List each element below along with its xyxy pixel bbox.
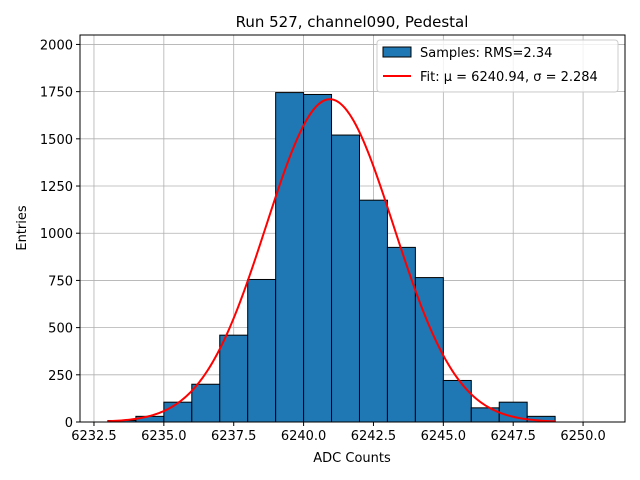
y-tick-label: 1250 xyxy=(40,180,73,195)
x-tick-label: 6247.5 xyxy=(490,429,536,444)
legend-label-samples: Samples: RMS=2.34 xyxy=(420,46,552,61)
y-tick-label: 2000 xyxy=(40,38,73,53)
chart-title: Run 527, channel090, Pedestal xyxy=(236,13,469,31)
legend-label-fit: Fit: μ = 6240.94, σ = 2.284 xyxy=(420,70,598,85)
plot-frame xyxy=(79,34,626,423)
histogram-bar xyxy=(247,278,277,423)
x-tick-label: 6242.5 xyxy=(351,429,397,444)
legend-swatch-samples xyxy=(382,46,412,58)
histogram-bar xyxy=(219,334,249,423)
legend-box xyxy=(376,39,619,93)
histogram-bar xyxy=(442,379,472,423)
fit-curve-layer xyxy=(107,98,556,423)
histogram-bar xyxy=(191,383,221,423)
x-tick-label: 6232.5 xyxy=(71,429,117,444)
histogram-bar xyxy=(358,199,388,423)
histogram-bars xyxy=(107,92,556,423)
x-tick-label: 6245.0 xyxy=(421,429,467,444)
x-axis-ticks: 6232.5 6235.0 6237.5 6240.0 6242.5 6245.0 6247… xyxy=(71,422,606,444)
fit-curve xyxy=(107,98,556,423)
histogram-bar xyxy=(275,92,305,423)
y-tick-label: 750 xyxy=(48,274,73,289)
y-tick-label: 500 xyxy=(48,322,73,337)
legend: Samples: RMS=2.34 Fit: μ = 6240.94, σ = … xyxy=(376,39,619,93)
y-axis-label: Entries xyxy=(15,205,30,251)
histogram-bar xyxy=(303,93,333,423)
x-tick-label: 6240.0 xyxy=(281,429,327,444)
y-tick-label: 1750 xyxy=(40,86,73,101)
y-tick-label: 0 xyxy=(65,416,73,431)
histogram-bar xyxy=(331,134,360,423)
x-axis-label: ADC Counts xyxy=(313,451,391,466)
y-axis-ticks: 0 250 500 750 1000 1250 1500 1750 2000 xyxy=(40,38,80,431)
histogram-bar xyxy=(386,246,416,423)
y-tick-label: 250 xyxy=(48,369,73,384)
histogram-bar xyxy=(163,401,193,423)
x-tick-label: 6235.0 xyxy=(141,429,187,444)
y-tick-label: 1500 xyxy=(40,133,73,148)
x-tick-label: 6250.0 xyxy=(560,429,606,444)
y-tick-label: 1000 xyxy=(40,227,73,242)
x-tick-label: 6237.5 xyxy=(211,429,257,444)
